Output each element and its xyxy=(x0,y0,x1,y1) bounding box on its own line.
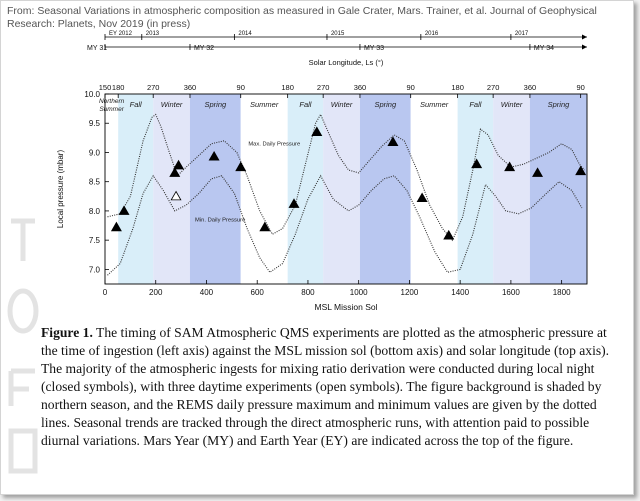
plot-border xyxy=(104,93,588,285)
ey-label: EY 2012 xyxy=(109,31,133,37)
data-point xyxy=(471,158,483,169)
season-band xyxy=(493,94,530,284)
season-label: Spring xyxy=(205,100,228,109)
x-axis-label: MSL Mission Sol xyxy=(315,302,378,312)
season-label: Winter xyxy=(331,100,353,109)
data-point xyxy=(387,136,399,146)
season-band xyxy=(457,94,494,284)
caption-text: The timing of SAM Atmospheric QMS experi… xyxy=(41,325,610,448)
my-label: MY 32 xyxy=(194,45,214,52)
season-label: Summer xyxy=(250,100,279,109)
data-point xyxy=(170,190,182,201)
figure-caption: Figure 1. The timing of SAM Atmospheric … xyxy=(41,324,626,450)
season-band xyxy=(189,94,241,284)
data-point xyxy=(311,126,323,136)
season-label: Fall xyxy=(299,100,311,109)
my-label: MY 34 xyxy=(534,45,554,52)
season-band xyxy=(240,94,288,284)
x-tick-label: 1800 xyxy=(553,288,571,297)
season-band xyxy=(323,94,360,284)
x-tick-label: 800 xyxy=(301,288,315,297)
season-label: Winter xyxy=(501,100,523,109)
season-label: Fall xyxy=(130,100,142,109)
ls-tick-label: 90 xyxy=(237,83,245,92)
series-line xyxy=(107,174,583,276)
ey-arrow xyxy=(582,34,587,40)
season-band xyxy=(118,94,154,284)
ls-tick-label: 90 xyxy=(576,83,584,92)
series-annotation: Min. Daily Pressure xyxy=(195,217,245,223)
data-point xyxy=(288,198,300,208)
my-label: MY 31 xyxy=(87,45,107,52)
y-tick-label: 9.5 xyxy=(89,119,101,128)
ey-label: 2013 xyxy=(146,31,160,37)
data-point xyxy=(235,161,247,172)
season-label: Summer xyxy=(420,100,449,109)
season-band xyxy=(529,94,587,284)
x-tick-label: 1000 xyxy=(350,288,368,297)
ls-tick-label: 180 xyxy=(112,83,125,92)
my-label: MY 33 xyxy=(364,45,384,52)
ls-tick-label: 270 xyxy=(317,83,330,92)
y-tick-label: 10.0 xyxy=(84,90,100,99)
ey-label: 2017 xyxy=(515,31,529,37)
x-tick-label: 1200 xyxy=(401,288,419,297)
data-point xyxy=(532,167,544,177)
data-point xyxy=(169,167,181,177)
x-tick-label: 1600 xyxy=(502,288,520,297)
series-line xyxy=(107,113,585,242)
ls-tick-label: 180 xyxy=(281,83,294,92)
x-tick-label: 200 xyxy=(149,288,163,297)
season-band xyxy=(359,94,411,284)
season-label: Northern Summer xyxy=(99,98,125,113)
y-tick-label: 7.0 xyxy=(89,265,101,274)
y-axis-label: Local pressure (mbar) xyxy=(56,150,65,229)
ls-tick-label: 180 xyxy=(451,83,464,92)
top-axis-label: Solar Longitude, Ls (°) xyxy=(309,58,384,67)
ls-tick-label: 90 xyxy=(407,83,415,92)
ey-label: 2016 xyxy=(425,31,439,37)
season-label: Fall xyxy=(469,100,481,109)
data-point xyxy=(443,229,455,240)
pressure-chart: Northern Summer Fall Winter Spring Summer Fall… xyxy=(56,31,588,312)
data-point xyxy=(110,221,122,232)
season-band xyxy=(105,94,119,284)
data-point xyxy=(173,159,185,170)
season-band xyxy=(287,94,324,284)
ls-tick-label: 360 xyxy=(524,83,537,92)
season-band xyxy=(153,94,190,284)
season-band xyxy=(410,94,458,284)
series-annotation: Max. Daily Pressure xyxy=(248,141,300,147)
x-tick-label: 1400 xyxy=(451,288,469,297)
data-point xyxy=(208,150,220,161)
my-arrow xyxy=(582,44,587,50)
x-tick-label: 600 xyxy=(251,288,265,297)
figure-frame: From: Seasonal Variations in atmospheric… xyxy=(0,0,634,495)
source-note: From: Seasonal Variations in atmospheric… xyxy=(7,5,597,30)
season-label: Spring xyxy=(374,100,397,109)
x-tick-label: 400 xyxy=(200,288,214,297)
season-label: Winter xyxy=(161,100,183,109)
ls-tick-label: 150 xyxy=(99,83,112,92)
y-tick-label: 8.0 xyxy=(89,207,101,216)
data-point xyxy=(416,192,428,203)
y-tick-label: 9.0 xyxy=(89,148,101,157)
data-point xyxy=(575,165,587,176)
ey-label: 2015 xyxy=(331,31,345,37)
y-tick-label: 7.5 xyxy=(89,236,101,245)
caption-label: Figure 1. xyxy=(41,325,93,340)
x-tick-label: 0 xyxy=(103,288,108,297)
ls-tick-label: 360 xyxy=(184,83,197,92)
ey-label: 2014 xyxy=(238,31,252,37)
ls-tick-label: 360 xyxy=(354,83,367,92)
y-tick-label: 8.5 xyxy=(89,178,101,187)
ls-tick-label: 270 xyxy=(487,83,500,92)
data-point xyxy=(504,161,516,172)
data-point xyxy=(118,205,130,215)
season-label: Spring xyxy=(548,100,571,109)
data-point xyxy=(259,221,271,232)
ls-tick-label: 270 xyxy=(147,83,160,92)
